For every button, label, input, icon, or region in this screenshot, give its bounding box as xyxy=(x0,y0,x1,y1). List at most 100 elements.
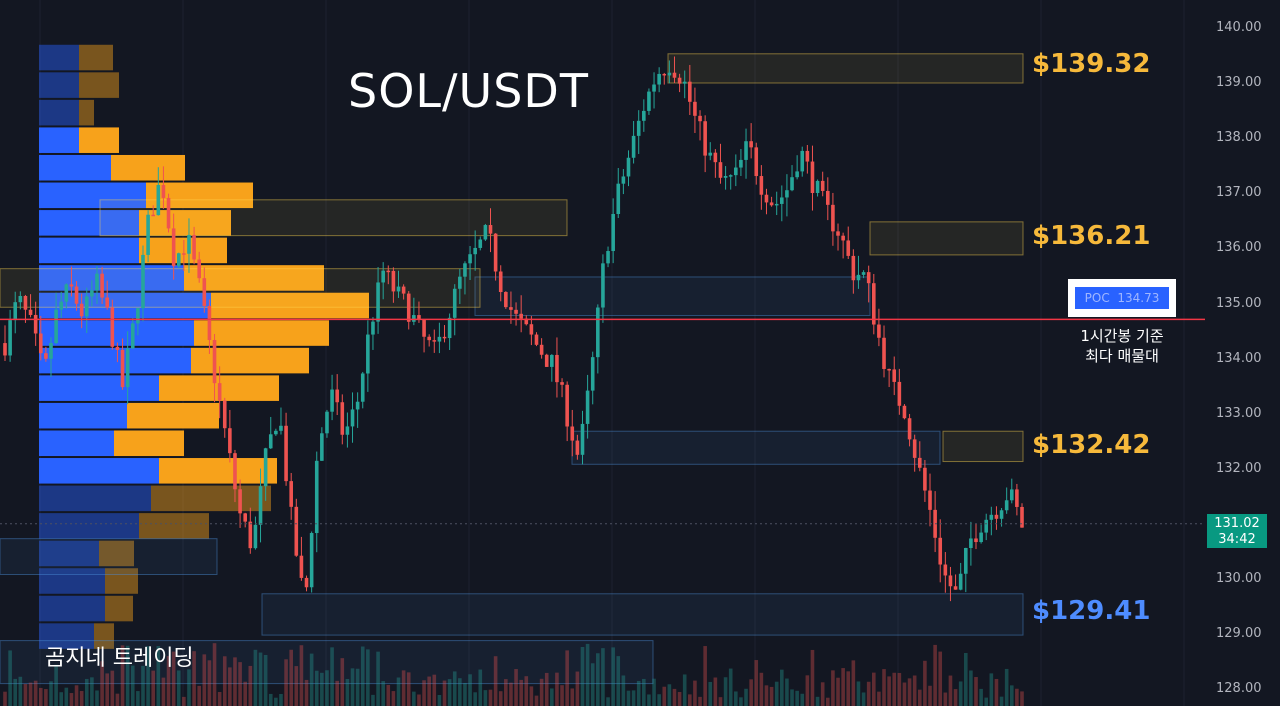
vp-buy-bar xyxy=(39,320,194,346)
vp-buy-bar xyxy=(39,485,151,512)
candle-body xyxy=(642,110,646,121)
volume-bar xyxy=(90,677,94,706)
volume-bar xyxy=(994,678,999,706)
candle-body xyxy=(263,448,268,487)
candle-body xyxy=(233,453,237,490)
candle-body xyxy=(923,467,927,491)
volume-bar xyxy=(182,696,186,706)
poc-note: 1시간봉 기준 최다 매물대 xyxy=(1056,326,1188,366)
volume-bar xyxy=(304,679,309,706)
volume-bar xyxy=(601,648,605,706)
candle-body xyxy=(596,307,600,358)
volume-bar xyxy=(928,685,932,706)
volume-bar xyxy=(851,660,856,706)
poc-badge: POC 134.73 xyxy=(1068,279,1176,317)
candle-body xyxy=(877,324,881,338)
volume-bar xyxy=(539,678,544,706)
volume-bar xyxy=(734,691,738,706)
volume-bar xyxy=(314,670,319,706)
vp-buy-bar xyxy=(39,44,79,71)
volume-bar xyxy=(519,679,523,706)
volume-bar xyxy=(54,664,58,706)
volume-bar xyxy=(984,697,989,706)
candle-body xyxy=(478,239,483,248)
candle-body xyxy=(381,270,385,283)
volume-bar xyxy=(8,650,12,706)
candle-body xyxy=(1009,489,1014,501)
volume-bar xyxy=(555,672,559,706)
candle-body xyxy=(912,439,917,458)
candle-body xyxy=(544,354,549,367)
candle-body xyxy=(739,159,743,168)
volume-bar xyxy=(958,681,963,706)
candle-body xyxy=(28,309,33,315)
volume-bar xyxy=(95,690,99,706)
candle-body xyxy=(882,337,886,369)
volume-bar xyxy=(846,671,851,706)
volume-bar xyxy=(105,673,110,706)
volume-bar xyxy=(882,669,886,706)
volume-bar xyxy=(325,670,329,706)
vp-buy-bar xyxy=(39,513,139,539)
candle-body xyxy=(514,309,518,314)
candle-body xyxy=(887,368,891,371)
vp-sell-bar xyxy=(127,402,219,429)
candle-body xyxy=(33,314,38,334)
volume-bar xyxy=(238,662,242,706)
vp-buy-bar xyxy=(39,568,105,594)
volume-bar xyxy=(156,645,161,706)
level-label-132: $132.42 xyxy=(1032,429,1151,460)
volume-bar xyxy=(749,679,753,706)
volume-bar xyxy=(44,689,48,706)
volume-bar xyxy=(677,692,682,706)
vp-buy-bar xyxy=(39,375,159,401)
volume-bar xyxy=(703,646,707,706)
candle-body xyxy=(759,176,764,195)
vp-sell-bar xyxy=(139,237,227,264)
volume-bar xyxy=(371,694,375,706)
candle-body xyxy=(202,278,207,306)
candle-timer: 34:42 xyxy=(1218,532,1256,547)
candle-body xyxy=(3,343,7,356)
candle-body xyxy=(790,177,794,191)
candle-body xyxy=(831,204,835,232)
candle-body xyxy=(69,284,74,287)
volume-bar xyxy=(580,646,585,706)
vp-buy-bar xyxy=(39,402,127,429)
candle-body xyxy=(243,513,247,522)
volume-bar xyxy=(534,695,539,706)
volume-bar xyxy=(13,678,18,706)
candle-body xyxy=(590,357,595,391)
candle-body xyxy=(524,318,529,325)
volume-bar xyxy=(396,677,401,706)
volume-bar xyxy=(243,681,247,706)
candle-body xyxy=(38,333,43,354)
candle-body xyxy=(258,486,263,525)
volume-bar xyxy=(488,689,493,706)
volume-bar xyxy=(877,691,881,706)
level-zone xyxy=(474,276,871,317)
candle-body xyxy=(728,175,733,177)
vp-sell-bar xyxy=(114,430,184,457)
vp-sell-bar xyxy=(94,623,114,649)
level-label-139: $139.32 xyxy=(1032,49,1151,80)
candle-body xyxy=(176,253,181,267)
volume-bar xyxy=(100,661,104,706)
candle-body xyxy=(677,77,682,84)
volume-bar xyxy=(596,653,600,706)
vp-sell-bar xyxy=(139,513,209,539)
volume-bar xyxy=(202,654,207,706)
candle-body xyxy=(79,303,84,317)
candle-body xyxy=(248,521,253,549)
candle-body xyxy=(498,271,503,293)
vp-buy-bar xyxy=(39,458,159,484)
candle-body xyxy=(897,381,902,406)
volume-bar xyxy=(621,675,626,706)
candle-body xyxy=(452,288,457,318)
candle-body xyxy=(115,346,120,350)
volume-bar xyxy=(345,679,350,706)
volume-bar xyxy=(514,669,518,706)
volume-bar xyxy=(473,692,477,706)
volume-bar xyxy=(401,670,406,706)
vp-sell-bar xyxy=(79,127,119,153)
